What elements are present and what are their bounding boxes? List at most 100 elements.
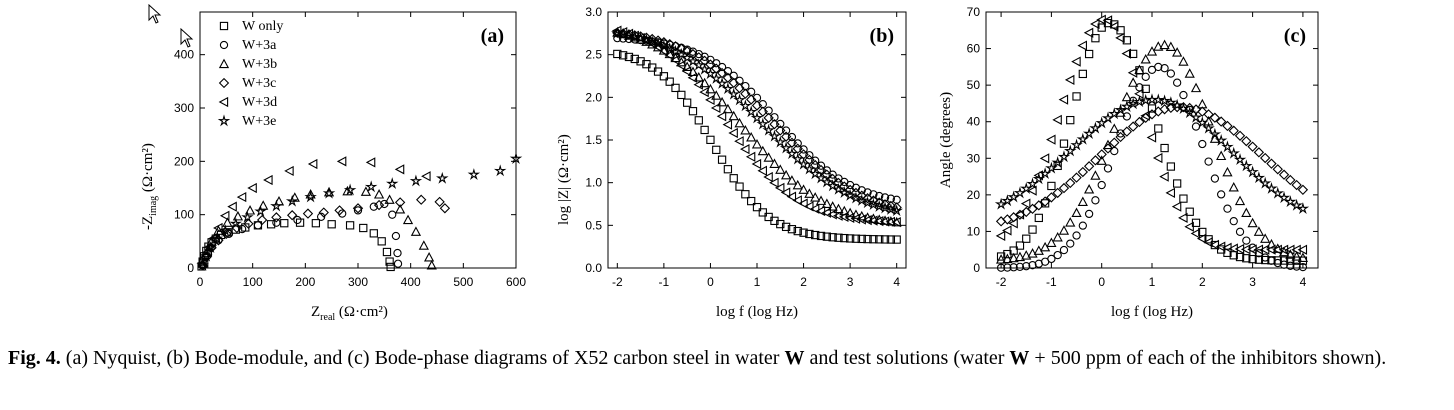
data-point <box>885 200 897 212</box>
data-point <box>232 210 244 221</box>
data-point <box>1134 64 1145 75</box>
data-point <box>1190 82 1202 93</box>
data-point <box>727 87 740 100</box>
data-point <box>1159 104 1170 115</box>
data-point <box>1008 252 1019 263</box>
data-point <box>1227 146 1241 159</box>
data-point <box>855 194 869 206</box>
data-point <box>693 79 703 90</box>
data-point <box>1253 147 1265 158</box>
data-point <box>692 58 706 71</box>
data-point <box>651 37 665 50</box>
data-point <box>861 196 874 209</box>
data-point <box>1128 77 1139 87</box>
data-point <box>699 77 710 88</box>
data-point <box>338 209 347 218</box>
data-point <box>1179 90 1188 100</box>
data-point <box>1184 102 1195 114</box>
data-point <box>241 210 254 223</box>
y-tick-label: 100 <box>174 208 194 222</box>
data-point <box>1291 244 1301 255</box>
data-point <box>1153 41 1164 51</box>
data-point <box>880 235 890 244</box>
data-point <box>681 66 692 77</box>
star-marker-icon <box>217 114 231 127</box>
data-point <box>467 168 481 180</box>
data-point <box>1279 260 1289 269</box>
y-tick-label: 20 <box>967 188 981 202</box>
data-point <box>1209 239 1220 250</box>
data-point <box>236 191 247 203</box>
panel-b-bode-module: -2 -1 0 1 2 3 4 0.0 0.5 1.0 1.5 2.0 2.5 3.0 (b) log f (… <box>556 5 907 320</box>
data-point <box>385 177 399 190</box>
data-point <box>1146 46 1158 56</box>
data-point <box>1261 255 1270 265</box>
data-point <box>1240 159 1253 172</box>
data-point <box>1171 201 1182 212</box>
data-point <box>1292 262 1301 271</box>
data-point <box>805 151 814 160</box>
data-point <box>1077 196 1088 206</box>
data-point <box>828 233 837 242</box>
data-point <box>879 216 890 227</box>
data-point <box>832 182 845 195</box>
data-point <box>247 182 257 194</box>
data-point <box>380 199 389 209</box>
data-point <box>821 198 832 208</box>
data-point <box>439 203 451 214</box>
data-point <box>1109 137 1120 148</box>
data-point <box>1166 162 1176 171</box>
data-point <box>1028 261 1037 270</box>
data-point <box>665 77 674 86</box>
data-point <box>1001 194 1014 207</box>
data-point <box>322 186 336 199</box>
x-tick-label: -1 <box>1046 275 1057 289</box>
data-point <box>1223 204 1232 213</box>
data-point <box>1235 252 1245 262</box>
data-point <box>890 204 903 217</box>
data-point <box>204 241 217 254</box>
data-point <box>1154 62 1163 72</box>
data-point <box>436 171 449 184</box>
data-point <box>628 30 642 43</box>
data-point <box>1121 48 1131 59</box>
x-tick-label: 500 <box>453 275 473 289</box>
data-point <box>811 230 820 240</box>
data-point <box>1253 244 1264 255</box>
data-point <box>1284 244 1295 255</box>
data-point <box>751 138 763 149</box>
data-point <box>792 179 803 190</box>
data-point <box>843 188 857 201</box>
data-point <box>1191 122 1201 131</box>
data-point <box>734 136 744 147</box>
data-point <box>509 152 523 164</box>
data-point <box>1223 248 1232 257</box>
data-point <box>369 229 378 238</box>
data-point <box>1070 138 1083 151</box>
data-point <box>1002 253 1013 264</box>
data-point <box>834 233 843 242</box>
data-point <box>280 219 289 228</box>
caption-text-2: and test solutions (water <box>804 347 1010 369</box>
data-point <box>1053 161 1062 171</box>
x-tick-label: 0 <box>197 275 204 289</box>
data-point <box>1204 157 1213 166</box>
series-w-3a <box>996 62 1308 272</box>
y-axis-label: log |Z| (Ω·cm²) <box>556 134 572 225</box>
data-point <box>1260 233 1271 243</box>
data-point <box>1096 149 1107 160</box>
data-point <box>827 201 838 211</box>
caption-text-1: (a) Nyquist, (b) Bode-module, and (c) Bo… <box>60 347 785 369</box>
data-point <box>1046 192 1057 203</box>
data-point <box>1197 106 1208 117</box>
data-point <box>670 41 681 52</box>
data-point <box>816 161 826 170</box>
data-point <box>1198 227 1207 237</box>
data-point <box>256 214 268 226</box>
data-point <box>1052 187 1063 199</box>
data-point <box>1272 244 1282 255</box>
data-point <box>1091 34 1100 43</box>
data-point <box>1272 164 1283 175</box>
caption-w-1: W <box>784 347 805 369</box>
x-tick-label: 300 <box>348 275 368 289</box>
